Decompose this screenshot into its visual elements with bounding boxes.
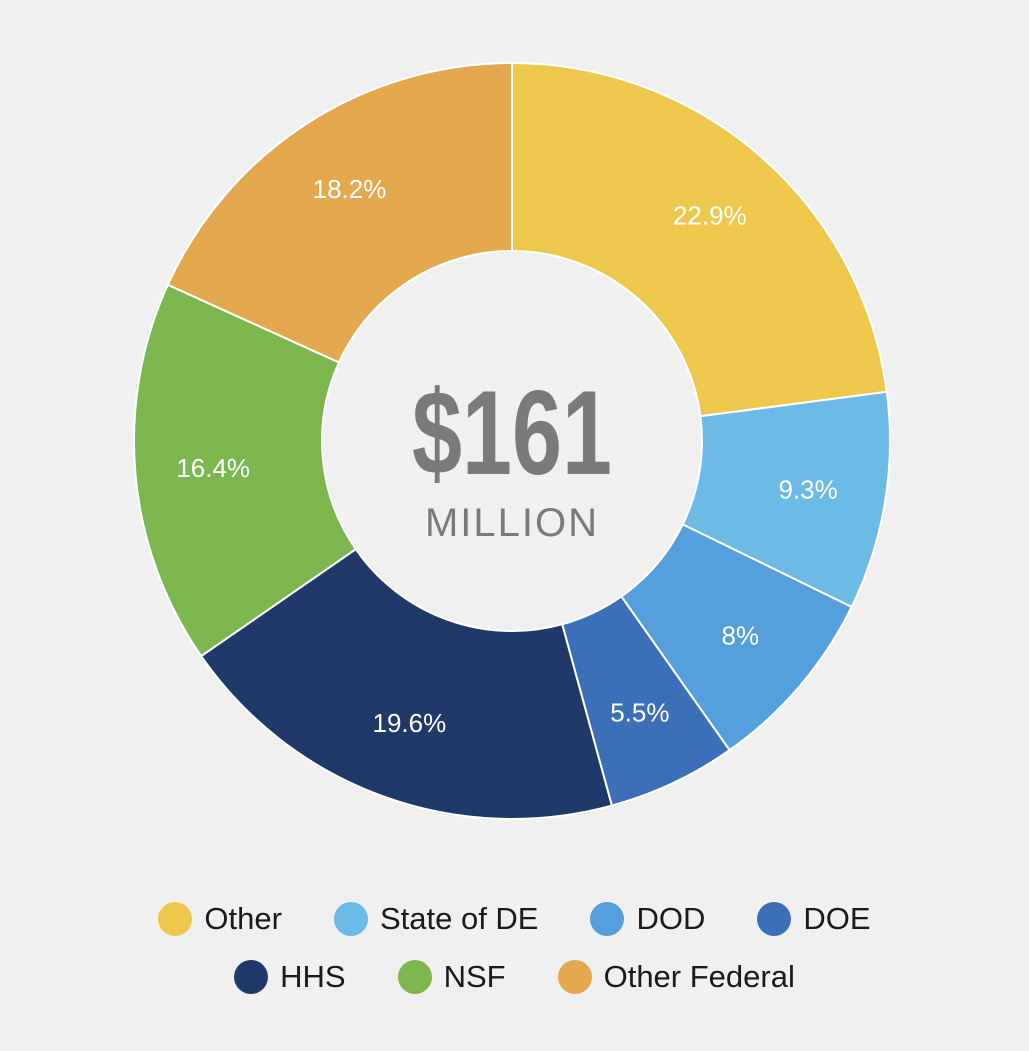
- legend-row: HHS NSF Other Federal: [0, 948, 1029, 1006]
- donut-chart: 22.9% 9.3% 8% 5.5% 19.6% 16.4% 18.2% $161 MILL…: [133, 61, 891, 820]
- legend-swatch: [397, 960, 432, 994]
- slice-label-doe: 5.5%: [610, 697, 669, 727]
- legend-item-other: Other: [158, 901, 282, 937]
- legend-label: DOD: [636, 901, 706, 936]
- legend-swatch: [158, 902, 193, 936]
- legend-label: Other Federal: [603, 959, 795, 994]
- center-text: $161 MILLION: [412, 366, 612, 545]
- legend-item-state-of-de: State of DE: [333, 901, 539, 937]
- legend-item-nsf: NSF: [397, 959, 506, 995]
- total-unit: MILLION: [425, 501, 599, 545]
- legend-swatch: [757, 902, 792, 936]
- legend-item-hhs: HHS: [234, 959, 346, 995]
- slice-label-nsf: 16.4%: [176, 453, 250, 483]
- slice-label-other-federal: 18.2%: [313, 174, 387, 204]
- legend-label: DOE: [803, 901, 871, 936]
- legend-swatch: [590, 902, 625, 936]
- slice-hhs: [199, 547, 614, 820]
- slice-other-federal: [166, 61, 513, 364]
- slice-label-other: 22.9%: [673, 200, 747, 230]
- legend-row: Other State of DE DOD DOE: [0, 890, 1029, 948]
- slices-layer: [133, 61, 891, 820]
- slice-labels-layer: 22.9% 9.3% 8% 5.5% 19.6% 16.4% 18.2%: [176, 174, 837, 738]
- legend-item-other-federal: Other Federal: [557, 959, 795, 995]
- legend-swatch: [333, 902, 368, 936]
- legend-label: Other: [204, 901, 282, 936]
- total-amount: $161: [412, 366, 612, 500]
- legend: Other State of DE DOD DOE HHS NSF Other Federa…: [0, 890, 1029, 1006]
- legend-item-doe: DOE: [757, 901, 871, 937]
- donut-chart-svg: 22.9% 9.3% 8% 5.5% 19.6% 16.4% 18.2% $161 MILL…: [133, 61, 891, 820]
- legend-item-dod: DOD: [590, 901, 705, 937]
- legend-swatch: [557, 960, 592, 994]
- slice-label-dod: 8%: [722, 621, 760, 651]
- slice-nsf: [133, 283, 358, 658]
- legend-label: State of DE: [379, 901, 539, 936]
- legend-label: HHS: [280, 959, 346, 994]
- slice-other: [511, 61, 888, 418]
- slice-label-state-of-de: 9.3%: [778, 474, 837, 504]
- legend-swatch: [234, 960, 269, 994]
- slice-label-hhs: 19.6%: [373, 708, 447, 738]
- legend-label: NSF: [443, 959, 506, 994]
